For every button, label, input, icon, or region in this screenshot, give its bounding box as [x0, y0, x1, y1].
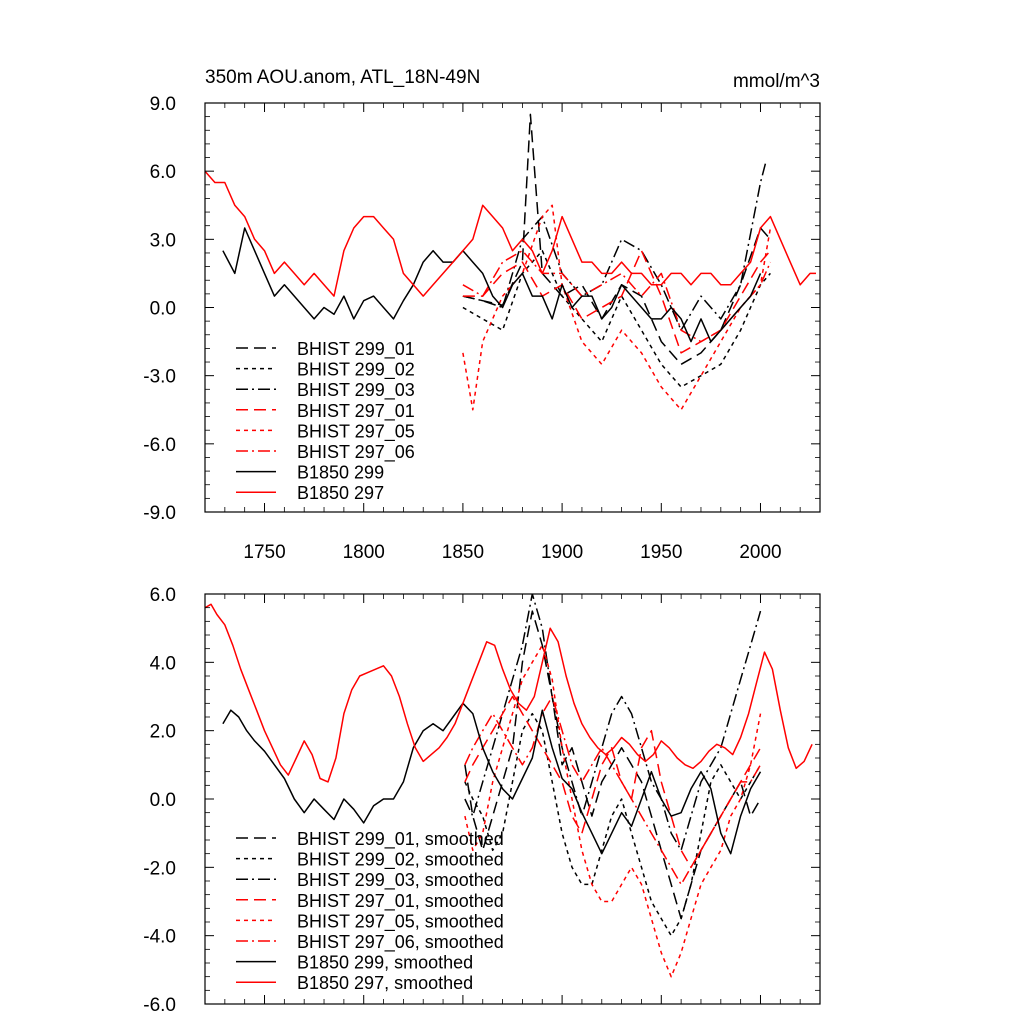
- legend-label: BHIST 297_01, smoothed: [297, 891, 504, 912]
- series-line-1: [464, 610, 762, 920]
- series-group: [205, 113, 816, 411]
- x-tick-label: 1900: [541, 542, 583, 563]
- legend-label: B1850 299, smoothed: [297, 953, 473, 973]
- y-tick-label: 6.0: [150, 162, 176, 183]
- x-tick-label: 2000: [739, 542, 781, 563]
- y-tick-label: -4.0: [143, 927, 176, 948]
- legend-label: BHIST 297_05: [297, 421, 415, 442]
- series-line-3: [462, 159, 768, 331]
- legend-label: BHIST 299_02, smoothed: [297, 850, 504, 871]
- series-line-7: [222, 227, 762, 343]
- bottom-panel: -6.0 -4.0 -2.0 0.0 2.0 4.0 6.0 BHIST 299_01, sm…: [143, 585, 821, 1016]
- y-tick-label: -3.0: [143, 367, 176, 388]
- y-tick-label: -9.0: [143, 503, 176, 524]
- series-group: [205, 594, 813, 978]
- y-tick-label: -6.0: [143, 995, 176, 1016]
- top-panel: 350m AOU.anom, ATL_18N-49N mmol/m^3 -9.0…: [143, 67, 821, 563]
- series-line-2: [462, 249, 771, 388]
- y-tick-label: 2.0: [150, 722, 176, 743]
- legend-label: BHIST 299_03, smoothed: [297, 870, 504, 891]
- legend-label: B1850 297: [297, 483, 384, 503]
- y-tick-label: 0.0: [150, 790, 176, 811]
- y-tick-label: -2.0: [143, 858, 176, 879]
- series-line-4: [462, 249, 771, 354]
- series-line-4: [464, 695, 762, 869]
- legend-label: BHIST 297_06, smoothed: [297, 932, 504, 953]
- y-tick-label: 3.0: [150, 230, 176, 251]
- series-line-6: [464, 695, 762, 886]
- legend-label: BHIST 299_03: [297, 380, 415, 401]
- y-tick-label: 6.0: [150, 585, 176, 606]
- y-tick-label: 9.0: [150, 94, 176, 115]
- y-tick-label: 4.0: [150, 653, 176, 674]
- series-line-3: [464, 594, 762, 852]
- legend-label: BHIST 297_01: [297, 401, 415, 422]
- series-line-7: [222, 702, 762, 855]
- legend-label: BHIST 299_01, smoothed: [297, 829, 504, 850]
- legend-label: BHIST 297_05, smoothed: [297, 911, 504, 932]
- x-tick-label: 1950: [640, 542, 682, 563]
- series-line-5: [464, 644, 762, 978]
- legend-label: BHIST 299_01: [297, 339, 415, 360]
- series-line-8: [205, 603, 813, 783]
- y-tick-label: 0.0: [150, 299, 176, 320]
- series-line-2: [464, 712, 762, 937]
- series-line-8: [205, 170, 816, 297]
- x-tick-label: 1750: [243, 542, 285, 563]
- series-line-6: [462, 249, 772, 343]
- y-tick-label: -6.0: [143, 435, 176, 456]
- legend-label: BHIST 297_06: [297, 442, 415, 463]
- legend-label: BHIST 299_02: [297, 360, 415, 381]
- legend-label: B1850 299: [297, 463, 384, 483]
- x-tick-label: 1850: [442, 542, 484, 563]
- top-panel-units: mmol/m^3: [733, 71, 820, 92]
- legend-label: B1850 297, smoothed: [297, 973, 473, 993]
- x-tick-label: 1800: [343, 542, 385, 563]
- top-panel-title: 350m AOU.anom, ATL_18N-49N: [205, 67, 480, 88]
- series-line-5: [462, 204, 772, 411]
